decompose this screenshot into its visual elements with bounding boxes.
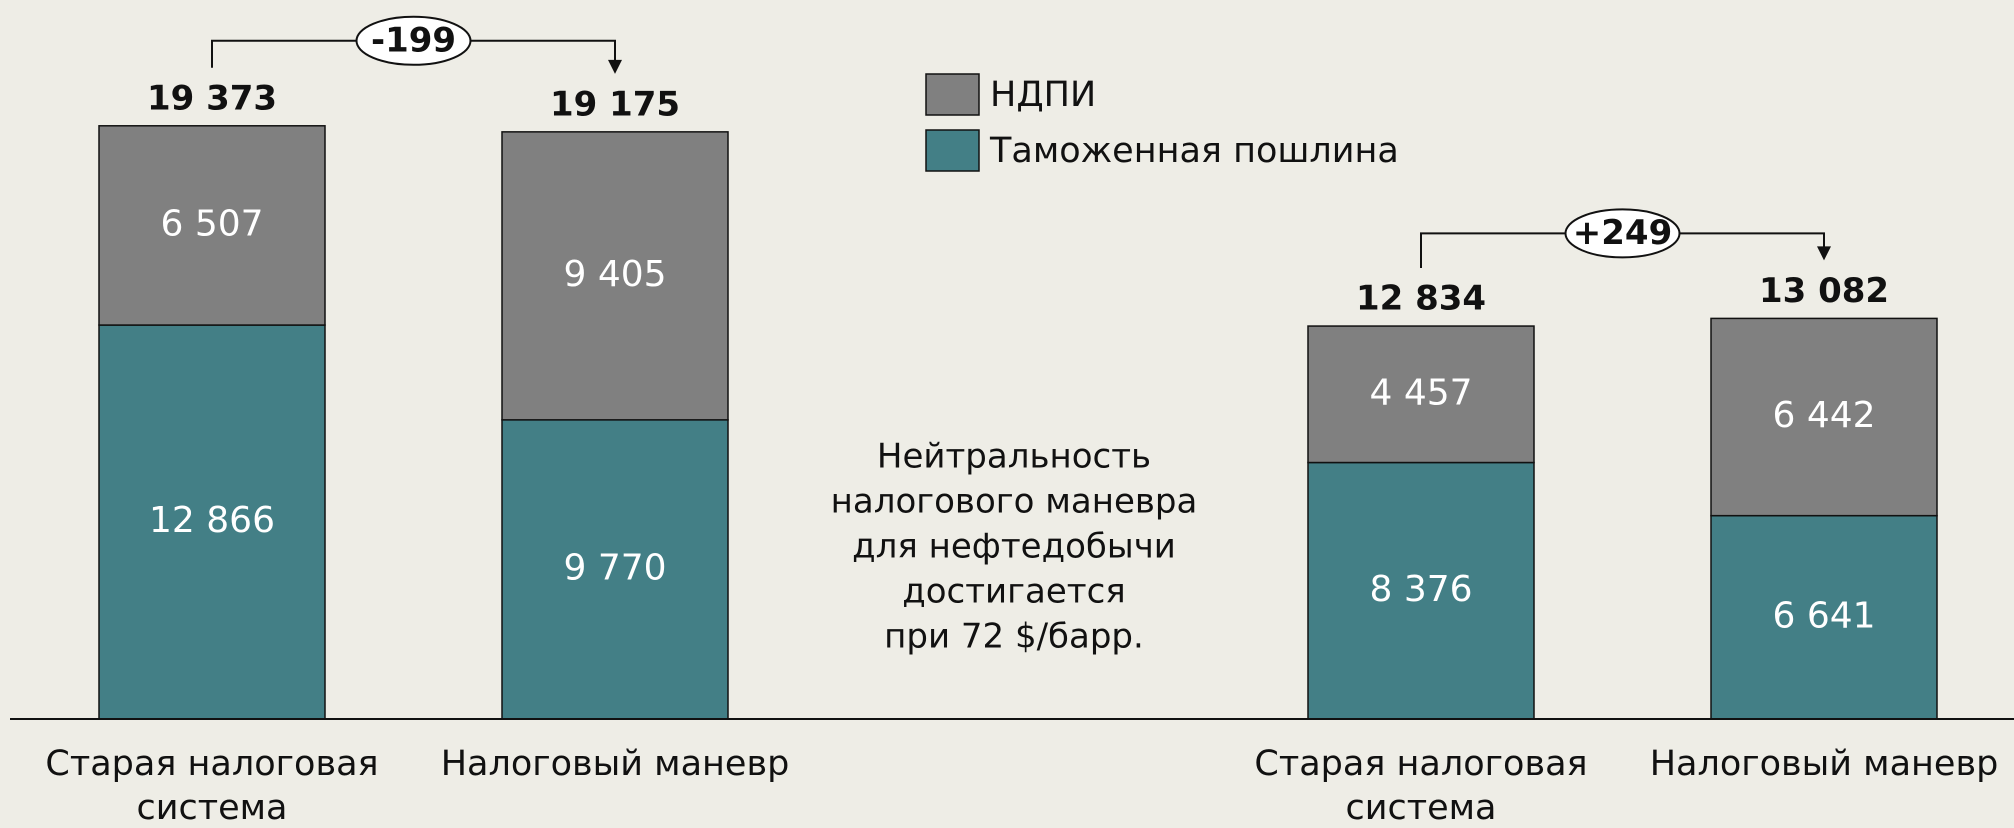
legend-swatch	[925, 73, 980, 116]
legend-swatch	[925, 129, 980, 172]
value-label: 9 770	[563, 547, 666, 588]
bar-segment	[1307, 325, 1535, 464]
bar-segment	[501, 131, 729, 421]
annotation-line: при 72 $/барр.	[884, 617, 1144, 657]
value-label: 6 442	[1772, 395, 1875, 436]
bar-segment	[98, 125, 326, 326]
annotation-line: достигается	[902, 572, 1125, 612]
arrow-head	[1817, 246, 1831, 261]
difference-bubble	[355, 15, 472, 66]
category-label: Старая налоговая система	[1254, 744, 1588, 828]
total-label: 12 834	[1356, 279, 1486, 319]
value-label: 12 866	[149, 500, 275, 541]
annotation-line: налогового маневра	[831, 482, 1198, 522]
difference-bubble	[1564, 208, 1681, 259]
total-label: 19 373	[147, 78, 277, 118]
legend-label: Таможенная пошлина	[989, 131, 1399, 171]
value-label: 6 641	[1772, 595, 1875, 636]
arrow-head	[608, 59, 622, 74]
value-label: 6 507	[160, 203, 263, 244]
total-label: 19 175	[550, 84, 680, 124]
bar-segment	[98, 324, 326, 720]
value-label: 9 405	[563, 254, 666, 295]
difference-label: +249	[1573, 213, 1672, 253]
bar-segment	[1710, 317, 1938, 517]
category-label: Старая налоговая система	[45, 744, 379, 828]
total-label: 13 082	[1759, 271, 1889, 311]
annotation-line: для нефтедобычи	[852, 527, 1176, 567]
annotation-line: Нейтральность	[877, 437, 1151, 477]
category-label: Налоговый маневр	[440, 744, 790, 784]
category-label: Налоговый маневр	[1649, 744, 1999, 784]
value-label: 8 376	[1369, 569, 1472, 610]
legend-label: НДПИ	[990, 75, 1096, 115]
value-label: 4 457	[1369, 372, 1472, 413]
bar-segment	[1307, 461, 1535, 720]
difference-label: -199	[371, 20, 456, 60]
